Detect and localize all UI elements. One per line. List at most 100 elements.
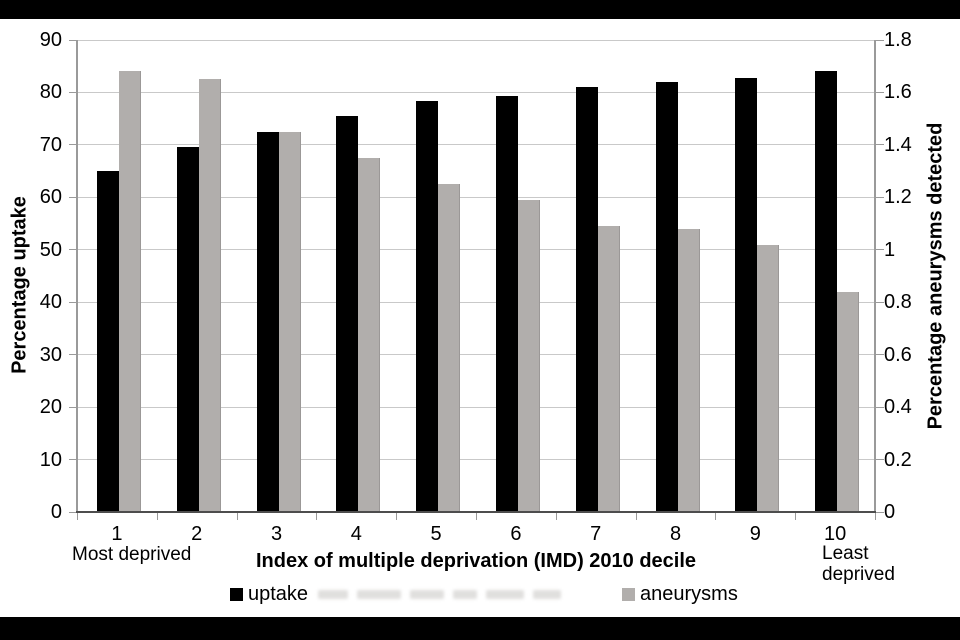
left-axis-tick-mark — [69, 196, 77, 198]
x-axis-tick-mark — [396, 513, 398, 520]
left-axis-tick-label: 50 — [39, 238, 62, 261]
bar-uptake-decile-5 — [416, 101, 439, 512]
right-axis-tick-mark — [876, 354, 884, 356]
ghost-smudge — [486, 589, 524, 599]
uptake-swatch-icon — [230, 587, 243, 601]
right-axis-tick-mark — [876, 249, 884, 251]
annotation-least-line2: deprived — [822, 564, 895, 585]
ghost-smudge — [410, 589, 444, 599]
x-axis-tick-mark — [77, 513, 78, 520]
right-axis-tick-label: 1.4 — [884, 133, 912, 156]
left-axis-tick-label: 10 — [39, 448, 62, 471]
right-axis-tick-label: 0.2 — [884, 448, 912, 471]
bar-uptake-decile-3 — [256, 132, 279, 512]
gridline — [77, 196, 875, 198]
gridline — [77, 39, 875, 41]
bottom-letterbox-band — [0, 617, 960, 640]
left-axis-tick-mark — [69, 301, 77, 303]
ghost-smudge — [453, 589, 477, 599]
x-category-label-10: 10 — [823, 523, 847, 545]
ghost-smudge — [533, 589, 561, 599]
left-axis-tick-mark — [69, 459, 77, 461]
bar-aneurysms-decile-8 — [677, 228, 700, 512]
x-category-label-9: 9 — [749, 523, 761, 545]
bar-aneurysms-decile-6 — [517, 199, 540, 512]
left-y-axis-title: Percentage uptake — [8, 196, 31, 374]
left-axis-tick-label: 40 — [39, 291, 62, 314]
right-y-axis-title: Percentage aneurysms detected — [924, 122, 947, 430]
bar-uptake-decile-4 — [336, 116, 359, 512]
gridline — [77, 406, 875, 408]
right-axis-tick-label: 0.4 — [884, 396, 912, 419]
bar-aneurysms-decile-3 — [278, 131, 301, 512]
x-axis-tick-mark — [635, 513, 637, 520]
annotation-most-deprived: Most deprived — [72, 544, 192, 565]
gridline — [77, 459, 875, 461]
bar-aneurysms-decile-5 — [438, 184, 461, 512]
gridline — [77, 249, 875, 251]
ghost-smudge — [357, 589, 401, 599]
right-axis-tick-label: 0.6 — [884, 343, 912, 366]
right-axis-tick-mark — [876, 301, 884, 303]
annotation-least-line1: Least — [822, 543, 869, 564]
annotation-least-deprived: Least deprived — [822, 543, 895, 585]
bar-aneurysms-decile-7 — [597, 226, 620, 512]
left-axis-tick-label: 30 — [39, 343, 62, 366]
left-axis-tick-mark — [69, 249, 77, 251]
faded-illegible-legend-text — [318, 587, 608, 601]
left-axis-tick-label: 60 — [39, 186, 62, 209]
bar-uptake-decile-1 — [96, 170, 119, 512]
aneurysms-swatch-icon — [622, 587, 635, 601]
x-axis-tick-mark — [795, 513, 797, 520]
right-axis-tick-label: 0 — [884, 501, 896, 523]
top-letterbox-band — [0, 0, 960, 19]
legend-item-aneurysms: aneurysms — [622, 583, 738, 605]
x-category-label-5: 5 — [430, 523, 442, 545]
right-axis-tick-mark — [876, 144, 884, 146]
gridline — [77, 354, 875, 356]
bar-uptake-decile-6 — [495, 95, 518, 512]
right-axis-tick-mark — [876, 406, 884, 408]
right-axis-tick-label: 1.8 — [884, 29, 912, 51]
x-category-label-7: 7 — [590, 523, 602, 545]
left-axis-tick-label: 0 — [50, 501, 62, 523]
right-axis-tick-mark — [876, 196, 884, 198]
left-axis-tick-mark — [69, 511, 77, 513]
gridline — [77, 91, 875, 93]
x-axis-tick-mark — [715, 513, 717, 520]
left-y-axis-line — [76, 40, 78, 513]
x-axis-tick-mark — [316, 513, 318, 520]
bar-uptake-decile-7 — [575, 86, 598, 512]
bar-uptake-decile-9 — [735, 78, 758, 512]
left-axis-tick-mark — [69, 144, 77, 146]
x-category-label-3: 3 — [270, 523, 283, 545]
x-axis-tick-mark — [156, 513, 158, 520]
left-axis-tick-mark — [69, 354, 77, 356]
left-axis-tick-label: 80 — [39, 81, 62, 104]
bar-aneurysms-decile-2 — [198, 79, 221, 512]
bar-aneurysms-decile-1 — [118, 71, 141, 512]
right-axis-tick-mark — [876, 511, 884, 513]
bar-uptake-decile-10 — [815, 70, 838, 512]
x-category-label-4: 4 — [350, 523, 362, 545]
x-axis-tick-mark — [476, 513, 477, 520]
right-y-axis-line — [874, 40, 876, 513]
x-axis-title: Index of multiple deprivation (IMD) 2010… — [255, 550, 697, 572]
x-category-label-2: 2 — [191, 523, 203, 545]
legend-label-uptake: uptake — [248, 583, 309, 605]
right-axis-tick-mark — [876, 39, 884, 41]
x-category-label-8: 8 — [669, 523, 682, 545]
gridline — [77, 301, 875, 303]
x-axis-tick-mark — [875, 513, 876, 520]
right-axis-tick-mark — [876, 459, 884, 461]
bar-aneurysms-decile-10 — [837, 291, 860, 512]
right-axis-tick-label: 1.2 — [884, 186, 912, 209]
left-axis-tick-label: 90 — [39, 29, 62, 51]
x-axis-line — [76, 511, 876, 513]
left-axis-tick-mark — [69, 406, 77, 408]
right-axis-tick-mark — [876, 91, 884, 93]
x-axis-tick-mark — [555, 513, 557, 520]
left-axis-tick-mark — [69, 39, 77, 41]
x-category-label-6: 6 — [510, 523, 522, 545]
